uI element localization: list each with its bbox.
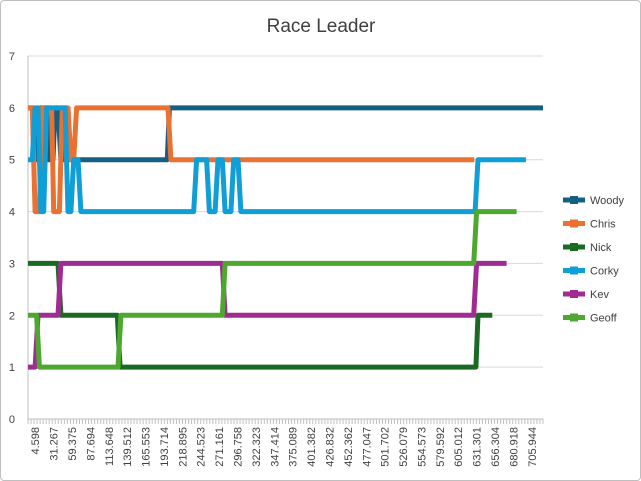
x-tick-label: 165.553 (141, 427, 153, 467)
x-tick-label: 193.714 (159, 427, 171, 467)
series-lines (28, 105, 543, 370)
x-tick-label: 375.089 (288, 427, 300, 467)
series-line-chris (28, 105, 475, 215)
x-axis: 4.598 31.267 59.375 87.694 113.648 139.512 165… (27, 418, 544, 467)
x-tick-label: 656.304 (490, 427, 502, 467)
x-tick-label: 31.267 (49, 427, 61, 461)
x-tick-label: 526.079 (398, 427, 410, 467)
x-tick-label: 401.382 (306, 427, 318, 467)
x-tick-label: 139.512 (122, 427, 134, 467)
legend-label-corky: Corky (590, 266, 619, 278)
y-tick-label: 2 (9, 310, 15, 322)
legend-label-woody: Woody (590, 195, 625, 207)
x-tick-label: 554.573 (416, 427, 428, 467)
y-tick-label: 4 (9, 207, 15, 219)
legend-marker-geoff (570, 313, 578, 322)
legend-marker-nick (570, 243, 578, 251)
x-tick-label: 347.414 (269, 427, 281, 467)
x-tick-label: 705.944 (527, 427, 539, 467)
x-tick-label: 322.323 (251, 427, 263, 467)
x-tick-label: 113.648 (104, 427, 116, 466)
y-tick-label: 5 (9, 155, 15, 167)
x-tick-label: 501.702 (380, 427, 392, 467)
legend: Woody Chris Nick Corky Kev Geoff (563, 195, 625, 325)
x-tick-label: 579.592 (435, 427, 447, 467)
x-tick-label: 631.301 (472, 427, 484, 467)
y-tick-label: 0 (9, 414, 15, 426)
series-line-geoff (28, 209, 517, 370)
x-tick-label: 59.375 (67, 427, 79, 461)
x-tick-label: 680.918 (508, 427, 520, 467)
legend-label-chris: Chris (590, 219, 616, 231)
y-tick-label: 6 (9, 103, 15, 115)
x-tick-label: 4.598 (30, 427, 42, 455)
x-tick-label: 296.758 (233, 427, 245, 467)
y-tick-label: 3 (9, 258, 15, 270)
series-line-corky (28, 105, 526, 215)
x-tick-label: 605.012 (453, 427, 465, 467)
y-tick-label: 7 (9, 51, 15, 63)
x-tick-label: 244.523 (196, 427, 208, 467)
x-tick-label: 271.161 (214, 427, 226, 467)
chart-title: Race Leader (267, 16, 376, 37)
series-line-woody (28, 105, 543, 163)
legend-marker-chris (570, 219, 578, 228)
x-tick-label: 218.895 (177, 427, 189, 467)
x-tick-label: 477.047 (361, 427, 373, 467)
y-axis-ticks: 0 1 2 3 4 5 6 7 (9, 51, 29, 426)
x-tick-label: 426.832 (324, 427, 336, 467)
legend-marker-woody (570, 196, 578, 204)
y-tick-label: 1 (9, 362, 15, 374)
x-tick-label: 87.694 (85, 427, 97, 461)
legend-label-kev: Kev (590, 289, 609, 301)
legend-label-geoff: Geoff (590, 313, 618, 325)
x-tick-label: 452.362 (343, 427, 355, 467)
legend-marker-kev (570, 290, 578, 298)
legend-marker-corky (570, 266, 578, 275)
legend-label-nick: Nick (590, 242, 612, 254)
